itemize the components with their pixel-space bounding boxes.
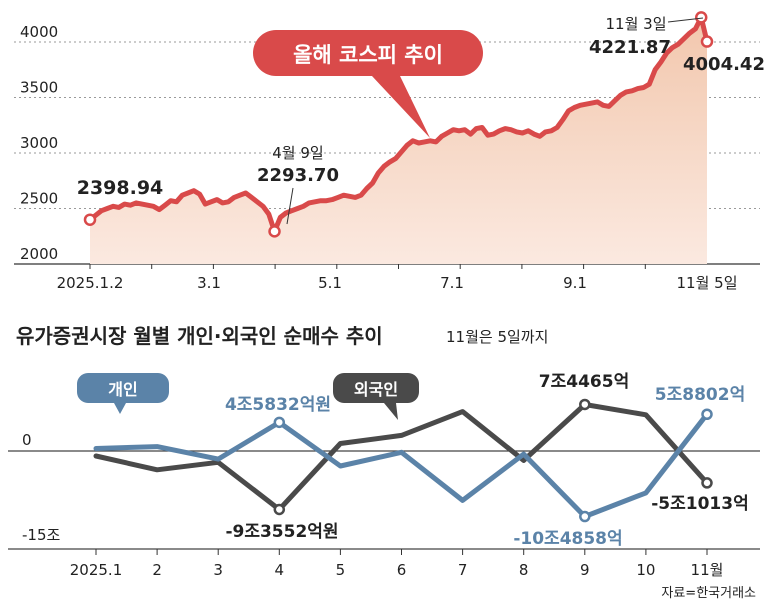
- kospi-x-axis: 2025.1.2 3.1 5.1 7.1 9.1 11월 5일: [57, 264, 738, 292]
- kospi-line: [87, 14, 710, 234]
- kospi-y-tick: 2500: [20, 190, 58, 208]
- kospi-point-marker: [694, 11, 708, 24]
- netbuy-x-tick-label: 2025.1: [70, 561, 123, 579]
- individual-sep-label: -10조4858억: [513, 529, 622, 549]
- kospi-y-axis: 4000 3500 3000 2500 2000: [20, 23, 58, 263]
- kospi-point-marker: [700, 35, 714, 48]
- kospi-markers: [83, 11, 714, 238]
- kospi-title: 올해 코스피 추이: [293, 43, 443, 67]
- high-date-label: 11월 3일: [606, 15, 667, 33]
- individual-point-marker: [273, 416, 286, 429]
- foreign-sep-label: 7조4465억: [539, 372, 629, 392]
- netbuy-x-tick-label: 11월: [691, 561, 724, 579]
- kospi-x-tick-label: 3.1: [197, 274, 221, 292]
- kospi-title-bubble: 올해 코스피 추이: [253, 30, 483, 138]
- netbuy-x-axis: 2025.1 2 3 4 5 6 7 8 9 10 11월: [70, 549, 724, 579]
- kospi-y-tick: 3500: [20, 79, 58, 97]
- individual-apr-label: 4조5832억원: [225, 395, 331, 415]
- low-pointer-line: [286, 187, 294, 225]
- kospi-x-tick-label: 9.1: [563, 274, 587, 292]
- foreign-point-marker: [273, 503, 286, 516]
- y-label-zero: 0: [22, 431, 32, 449]
- individual-nov-label: 5조8802억: [655, 385, 745, 405]
- high-value-label: 4221.87: [589, 37, 671, 58]
- legend-individual: 개인: [77, 373, 169, 414]
- netbuy-x-tick-label: 8: [519, 561, 529, 579]
- foreign-apr-label: -9조3552억원: [225, 522, 338, 542]
- netbuy-subtitle: 11월은 5일까지: [446, 328, 548, 346]
- low-date-label: 4월 9일: [272, 144, 323, 162]
- legend-individual-label: 개인: [108, 380, 137, 399]
- foreign-line: [93, 402, 710, 512]
- foreign-nov-label: -5조1013억: [651, 494, 748, 514]
- netbuy-x-tick-label: 4: [275, 561, 285, 579]
- foreign-point-marker: [579, 398, 591, 411]
- kospi-y-tick: 2000: [20, 245, 58, 263]
- start-value-label: 2398.94: [77, 177, 164, 199]
- individual-point-marker: [579, 510, 591, 523]
- netbuy-x-tick-label: 2: [152, 561, 162, 579]
- netbuy-x-tick-label: 6: [397, 561, 407, 579]
- netbuy-markers: [273, 398, 713, 523]
- foreign-point-marker: [701, 477, 713, 489]
- netbuy-x-tick-label: 10: [636, 561, 655, 579]
- netbuy-x-tick-label: 7: [458, 561, 468, 579]
- kospi-y-tick: 4000: [20, 23, 58, 41]
- kospi-x-tick-label: 11월 5일: [677, 274, 738, 292]
- last-value-label: 4004.42: [683, 54, 765, 75]
- kospi-point-marker: [83, 213, 97, 226]
- kospi-x-tick-label: 5.1: [318, 274, 342, 292]
- kospi-point-marker: [268, 225, 281, 238]
- netbuy-x-tick-label: 5: [336, 561, 346, 579]
- legend-foreign-label: 외국인: [354, 380, 398, 399]
- high-pointer-line: [667, 17, 704, 23]
- low-value-label: 2293.70: [257, 165, 339, 186]
- individual-point-marker: [701, 408, 713, 420]
- netbuy-title: 유가증권시장 월별 개인·외국인 순매수 추이: [16, 324, 383, 348]
- y-label-minus15: -15조: [22, 526, 60, 544]
- legend-foreign: 외국인: [333, 373, 419, 420]
- kospi-area-fill: [90, 17, 707, 265]
- kospi-x-tick-label: 2025.1.2: [57, 274, 124, 292]
- kospi-x-tick-label: 7.1: [440, 274, 464, 292]
- netbuy-x-tick-label: 9: [580, 561, 590, 579]
- individual-line: [93, 411, 710, 519]
- netbuy-x-tick-label: 3: [213, 561, 223, 579]
- kospi-y-tick: 3000: [20, 134, 58, 152]
- source-label: 자료=한국거래소: [661, 586, 756, 601]
